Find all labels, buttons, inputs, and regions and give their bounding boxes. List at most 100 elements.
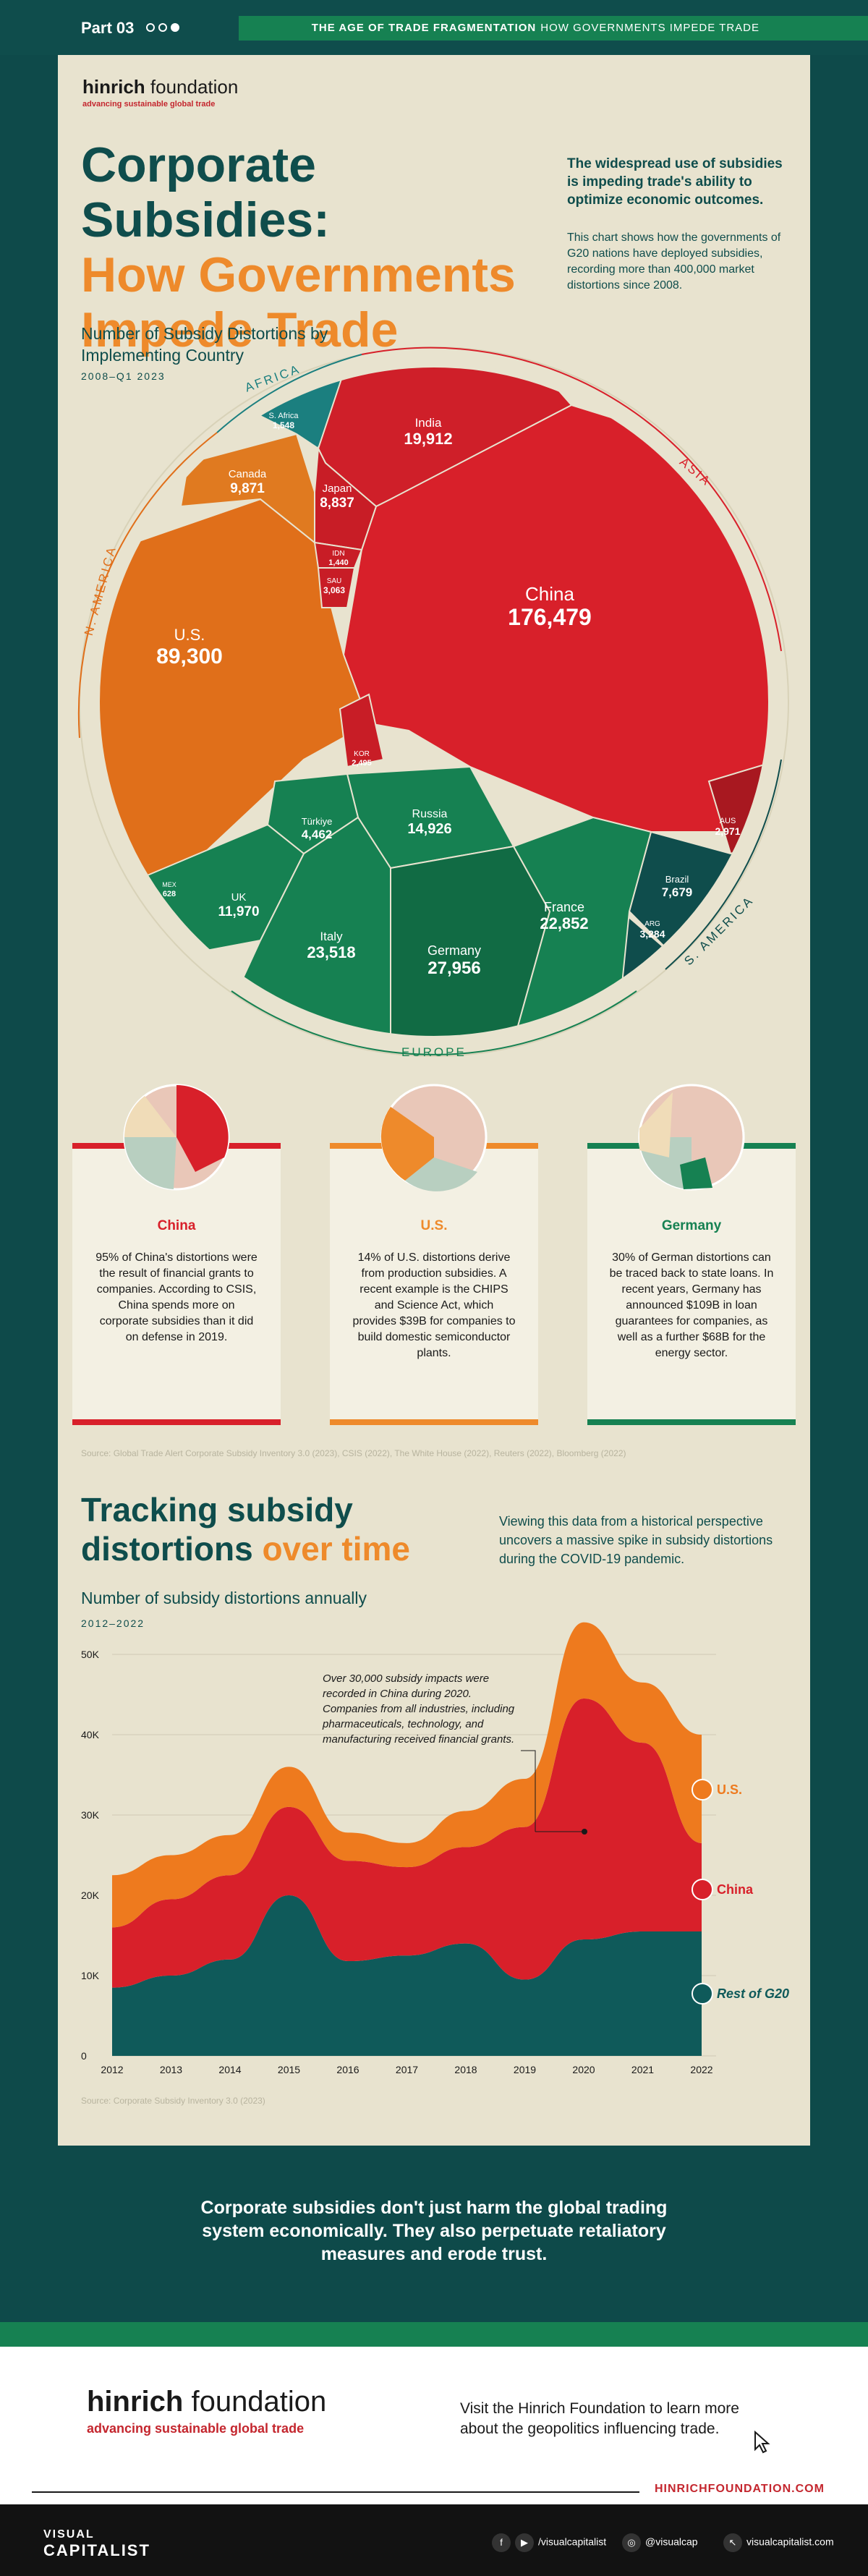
footer-logo-tagline: advancing sustainable global trade: [87, 2421, 305, 2436]
instagram-icon: ◎: [622, 2533, 641, 2552]
legend-marker-1: [692, 1879, 713, 1900]
cell-label-5: India: [415, 416, 442, 430]
area-chart-title: Number of subsidy distortions annually: [81, 1589, 367, 1607]
social-2-text: @visualcap: [645, 2535, 698, 2548]
card-us-bottom: [330, 1419, 538, 1425]
legend-marker-0: [692, 1983, 713, 2005]
footer-url-link[interactable]: HINRICHFOUNDATION.COM: [655, 2483, 825, 2495]
x-tick-6: 2018: [454, 2064, 477, 2075]
area-series-0: [112, 1895, 702, 2056]
vc-line-1: VISUAL: [43, 2528, 95, 2541]
card-us-title: U.S.: [420, 1218, 448, 1233]
social-instagram[interactable]: ◎ @visualcap: [622, 2533, 698, 2552]
x-tick-2: 2014: [218, 2064, 241, 2075]
annotation-connector: [521, 1750, 536, 1832]
cell-label-8: Canada: [229, 468, 267, 480]
cell-value-0: 176,479: [508, 604, 592, 630]
cell-label-14: AUS: [720, 817, 736, 825]
region-europe: EUROPE: [401, 1045, 467, 1059]
cell-label-17: IDN: [332, 550, 344, 558]
cell-label-3: Italy: [320, 930, 343, 943]
dot-1: [146, 23, 155, 32]
series-title-bold: THE AGE OF TRADE FRAGMENTATION: [311, 22, 537, 34]
social-1-text: /visualcapitalist: [538, 2535, 607, 2548]
cell-value-10: 7,679: [662, 885, 693, 899]
green-strip: [0, 2322, 868, 2347]
x-tick-4: 2016: [336, 2064, 359, 2075]
area-annotation: Over 30,000 subsidy impacts were recorde…: [323, 1672, 515, 1746]
cell-value-6: 14,926: [407, 821, 451, 837]
cell-value-5: 19,912: [404, 430, 452, 448]
social-facebook-youtube[interactable]: f ▶ /visualcapitalist: [492, 2533, 606, 2552]
dot-3: [171, 23, 179, 32]
part-label: Part 03: [81, 19, 135, 37]
youtube-icon: ▶: [515, 2533, 534, 2552]
legend-label-0: Rest of G20: [717, 1986, 789, 2001]
page-title: Corporate Subsidies: How Governments Imp…: [81, 137, 544, 357]
card-china-title: China: [157, 1218, 196, 1233]
card-germany-bottom: [587, 1419, 796, 1425]
card-china-text: 95% of China's distortions were the resu…: [95, 1251, 258, 1343]
top-bar: [0, 0, 868, 55]
card-germany-title: Germany: [661, 1218, 722, 1233]
logo-word-1: hinrich: [82, 76, 145, 98]
cell-value-9: 8,837: [320, 496, 354, 511]
pointer-icon: ↖: [723, 2533, 742, 2552]
cell-value-2: 27,956: [427, 958, 480, 978]
y-tick-4: 40K: [81, 1729, 100, 1740]
legend-label-1: China: [717, 1882, 754, 1897]
logo-tagline: advancing sustainable global trade: [82, 100, 216, 109]
social-3-text: visualcapitalist.com: [746, 2535, 834, 2548]
footer: [0, 2347, 868, 2504]
cell-label-6: Russia: [412, 808, 448, 820]
cell-label-13: SAU: [327, 577, 342, 585]
cell-label-1: U.S.: [174, 626, 205, 644]
y-tick-0: 0: [81, 2050, 87, 2062]
vc-line-2: CAPITALIST: [43, 2541, 150, 2559]
intro-bold: The widespread use of subsidies is imped…: [567, 156, 783, 208]
cell-label-10: Brazil: [665, 874, 689, 885]
arc-asia: [361, 347, 782, 652]
cell-label-18: MEX: [162, 881, 176, 888]
cell-value-17: 1,440: [328, 558, 349, 567]
social-website[interactable]: ↖ visualcapitalist.com: [723, 2533, 834, 2552]
source-1: Source: Global Trade Alert Corporate Sub…: [81, 1448, 626, 1458]
footer-logo[interactable]: hinrich foundation advancing sustainable…: [87, 2386, 326, 2436]
title-line-1: Corporate Subsidies:: [81, 137, 330, 247]
cell-label-9: Japan: [323, 483, 352, 495]
cell-value-12: 3,284: [639, 928, 665, 940]
cell-value-16: 1,548: [273, 420, 294, 430]
voronoi-chart: AFRICA ASIA N. AMERICA S. AMERICA EUROPE…: [77, 347, 789, 1059]
cursor-icon: [754, 2431, 770, 2454]
y-tick-2: 20K: [81, 1890, 100, 1901]
area-series-1: [112, 1699, 702, 1988]
cell-value-15: 2,495: [352, 759, 372, 768]
x-tick-1: 2013: [160, 2064, 182, 2075]
area-series-2: [112, 1622, 702, 1928]
card-us-text: 14% of U.S. distortions derive from prod…: [352, 1251, 516, 1359]
cell-value-4: 22,852: [540, 914, 588, 932]
closing-band: [0, 2146, 868, 2322]
area-chart: 0 10K 20K 30K 40K 50K 2012 2013 2014 2015 2016 2017…: [81, 1622, 789, 2075]
cell-value-3: 23,518: [307, 943, 355, 961]
legend-marker-2: [692, 1779, 713, 1801]
y-tick-1: 10K: [81, 1970, 100, 1981]
visual-capitalist-logo[interactable]: VISUAL CAPITALIST: [43, 2525, 150, 2559]
y-tick-3: 30K: [81, 1809, 100, 1821]
area-chart-subtitle: 2012–2022: [81, 1618, 145, 1629]
mini-pies-front: [123, 1084, 745, 1191]
series-title: THE AGE OF TRADE FRAGMENTATION HOW GOVERN…: [312, 22, 760, 34]
closing-text: Corporate subsidies don't just harm the …: [200, 2198, 668, 2264]
cell-value-11: 4,462: [302, 828, 333, 841]
cell-value-1: 89,300: [156, 645, 223, 668]
series-strip: [239, 16, 868, 41]
legend-label-2: U.S.: [717, 1782, 742, 1797]
intro-text: This chart shows how the governments of …: [567, 231, 781, 292]
cell-value-8: 9,871: [230, 481, 265, 496]
cell-label-4: France: [544, 900, 584, 914]
arc-africa: [216, 354, 362, 433]
part-dots: [146, 22, 183, 35]
cell-label-15: KOR: [354, 750, 370, 758]
tracking-intro: Viewing this data from a historical pers…: [499, 1514, 773, 1566]
source-2: Source: Corporate Subsidy Inventory 3.0 …: [81, 2096, 265, 2106]
